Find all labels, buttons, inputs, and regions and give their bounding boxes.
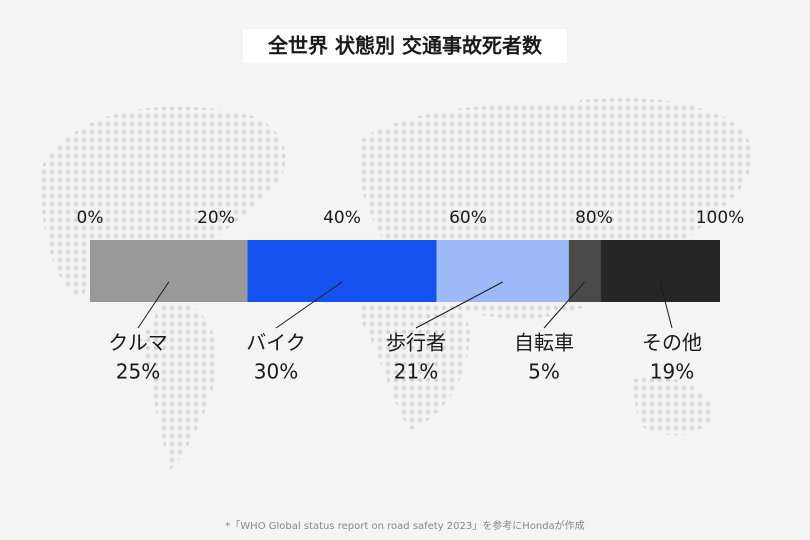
leader-line	[137, 281, 170, 329]
title-box	[243, 29, 567, 63]
segment-value-label: 30%	[254, 360, 298, 384]
leader-line	[275, 281, 343, 329]
x-tick-label: 80%	[575, 208, 613, 228]
bar-segment	[90, 240, 248, 302]
leader-line	[415, 281, 503, 329]
segment-name: バイク	[246, 331, 306, 355]
x-tick-label: 60%	[449, 208, 487, 228]
segment-value-label: 25%	[116, 360, 160, 384]
leader-line	[543, 281, 585, 329]
bar-segment	[436, 240, 569, 302]
segment-name: その他	[642, 331, 702, 355]
x-tick-label: 20%	[197, 208, 235, 228]
chart-title: 全世界 状態別 交通事故死者数	[267, 34, 543, 58]
bar-segment	[247, 240, 437, 302]
segment-name: 歩行者	[386, 331, 446, 355]
x-tick-label: 0%	[77, 208, 104, 228]
footnote: *「WHO Global status report on road safet…	[225, 519, 584, 532]
bar-segment	[600, 240, 720, 302]
segment-value-label: 19%	[650, 360, 694, 384]
segment-name: クルマ	[108, 331, 167, 355]
bar-segment	[568, 240, 601, 302]
segment-name: 自転車	[514, 331, 574, 355]
segment-value-label: 21%	[394, 360, 438, 384]
segment-value-label: 5%	[528, 360, 560, 384]
leader-line	[659, 281, 673, 329]
x-tick-label: 40%	[323, 208, 361, 228]
x-tick-label: 100%	[696, 208, 745, 228]
